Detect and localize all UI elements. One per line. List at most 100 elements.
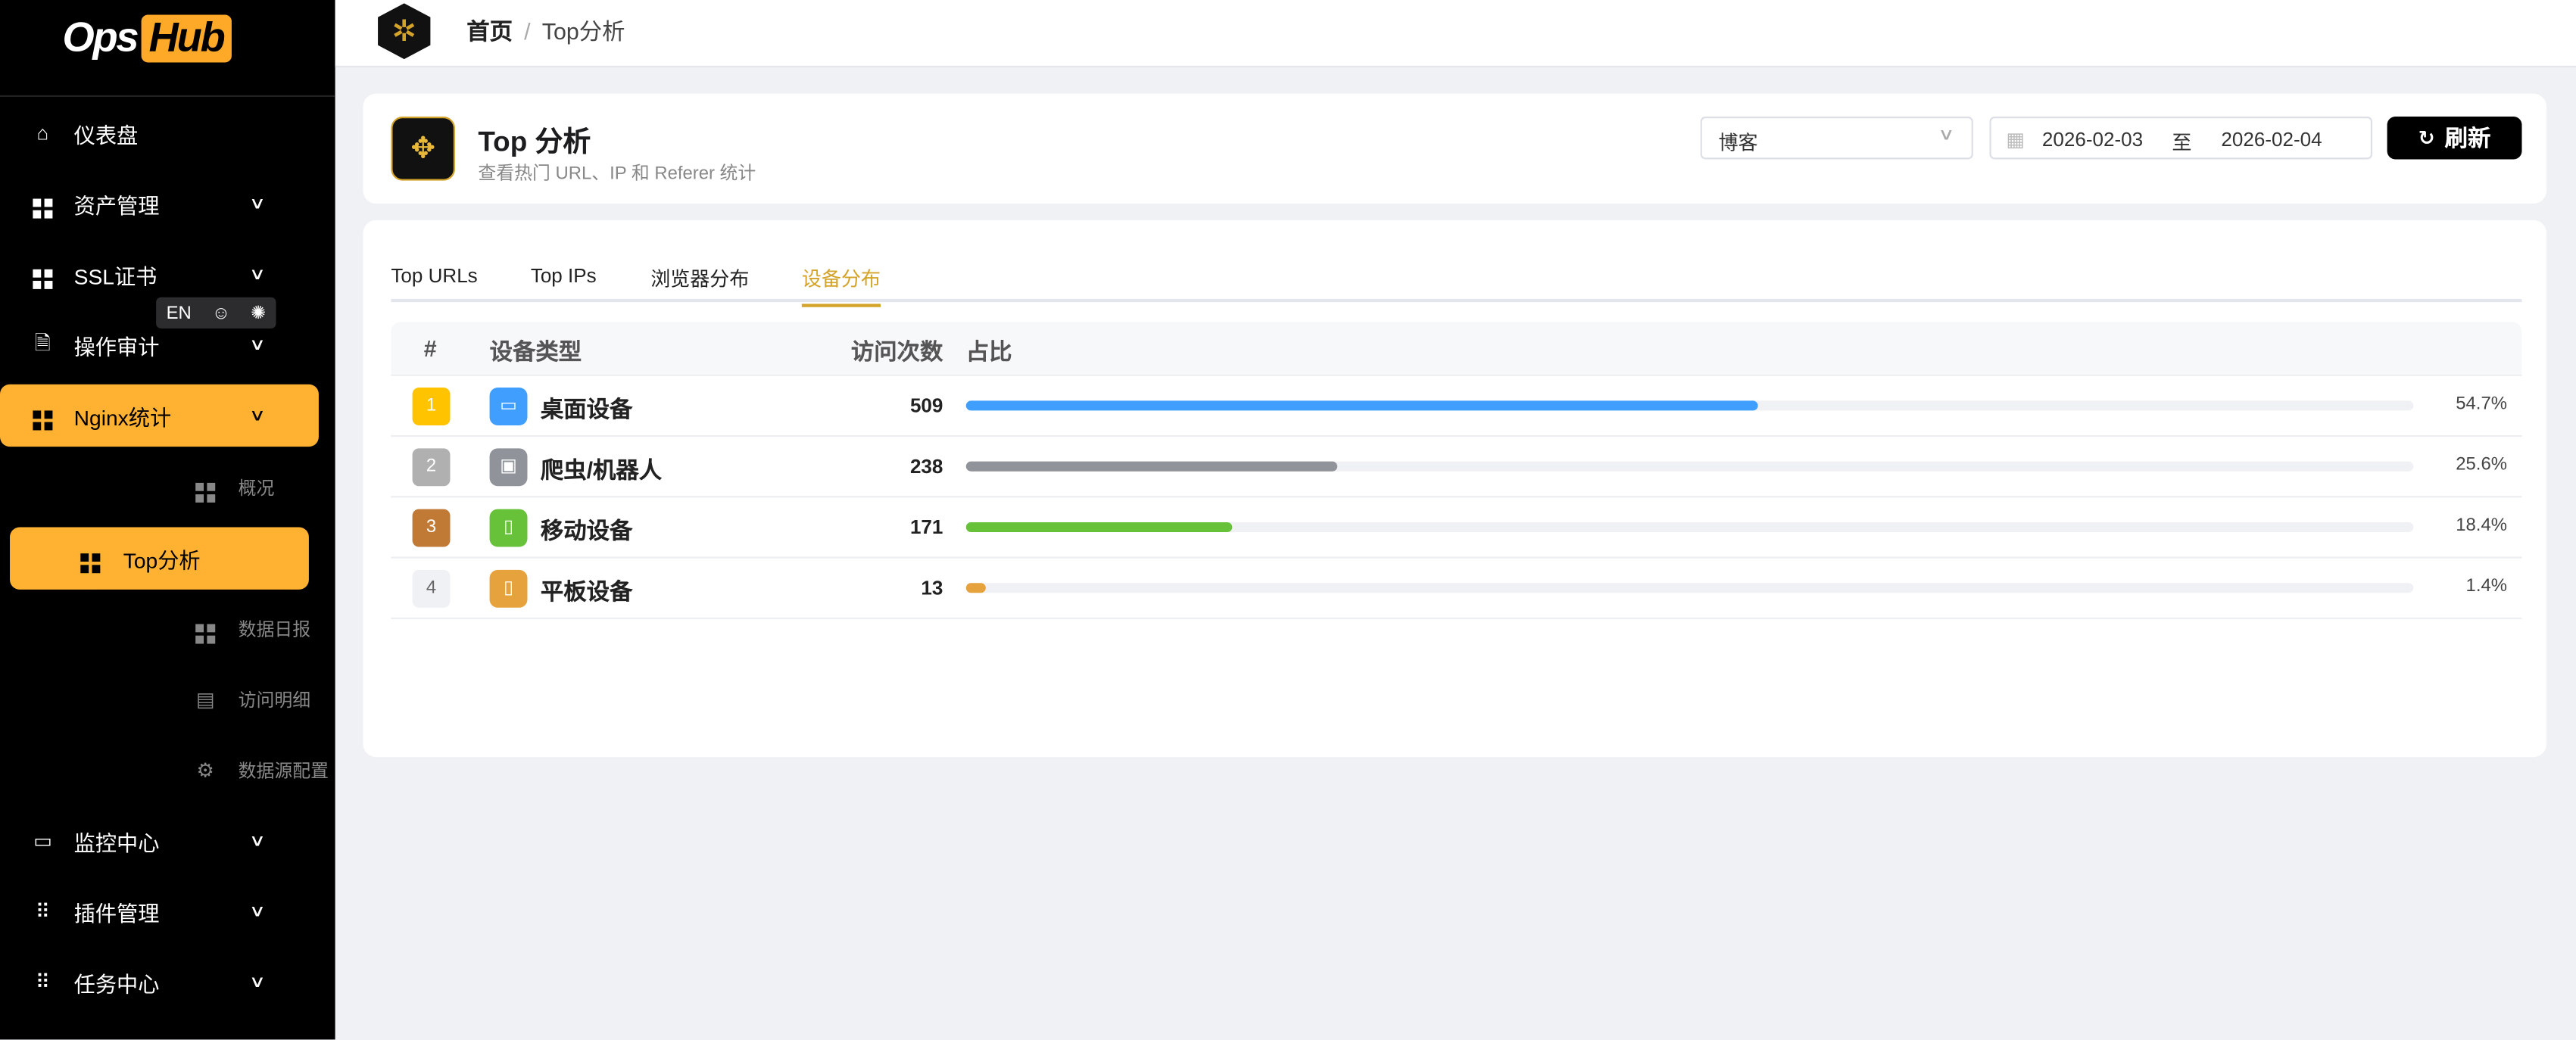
menu-plugins[interactable]: ⠿ 插件管理 ∨ (0, 880, 335, 942)
tab-browser[interactable]: 浏览器分布 (650, 267, 750, 291)
visit-count: 238 (909, 455, 943, 478)
logo-ops: Ops (62, 14, 139, 61)
col-rank: # (423, 335, 437, 362)
col-count: 访问次数 (850, 338, 943, 365)
table-row: 1 ▭ 桌面设备 509 54.7% (391, 376, 2522, 437)
visit-count: 13 (921, 576, 943, 599)
apps-icon: ⠿ (35, 970, 50, 994)
table-row: 4 ▯ 平板设备 13 1.4% (391, 559, 2522, 619)
menu-label: 操作审计 (73, 334, 160, 360)
menu-label: 资产管理 (73, 192, 160, 218)
menu-overview[interactable]: 概况 (115, 456, 451, 518)
grid-icon (79, 543, 101, 574)
menu-monitor[interactable]: ▭ 监控中心 ∨ (0, 810, 335, 872)
menu-label: Top分析 (123, 547, 201, 573)
rank-badge: 4 (412, 569, 451, 608)
calendar-icon: ▦ (2006, 128, 2025, 151)
tab-top-urls[interactable]: Top URLs (391, 264, 478, 288)
menu-tasks[interactable]: ⠿ 任务中心 ∨ (0, 951, 335, 1013)
rank-badge: 2 (412, 448, 451, 487)
home-icon: ⌂ (36, 121, 49, 145)
language-toggle[interactable]: EN (166, 303, 192, 323)
logo-hub: Hub (140, 14, 232, 63)
visit-count: 509 (909, 394, 943, 418)
breadcrumb-home[interactable]: 首页 (466, 17, 513, 45)
grid-icon (194, 473, 217, 503)
menu-daily-report[interactable]: 数据日报 (115, 598, 451, 660)
theme-icon[interactable]: ✺ (251, 304, 267, 324)
chevron-down-icon: ∨ (248, 265, 267, 284)
tab-device[interactable]: 设备分布 (801, 264, 881, 307)
page-subtitle: 查看热门 URL、IP 和 Referer 统计 (478, 163, 756, 185)
document-icon: 🗎 (34, 331, 51, 354)
table-header: # 设备类型 访问次数 占比 (391, 322, 2522, 376)
device-name: 爬虫/机器人 (540, 456, 663, 483)
visit-count: 171 (909, 515, 943, 539)
menu-label: 仪表盘 (73, 122, 139, 148)
breadcrumb: 首页 / Top分析 (466, 17, 625, 45)
page-title: Top 分析 (478, 126, 591, 158)
chevron-down-icon: ∨ (248, 195, 267, 213)
apps-icon: ⠿ (35, 899, 50, 923)
menu-label: 监控中心 (73, 830, 160, 855)
menu-datasource[interactable]: ⚙ 数据源配置 (115, 739, 451, 801)
menu-label: Nginx统计 (73, 404, 172, 430)
chevron-down-icon: ∨ (248, 335, 267, 354)
percent-bar (965, 461, 2414, 472)
breadcrumb-current: Top分析 (541, 17, 625, 45)
stats-card: Top URLs Top IPs 浏览器分布 设备分布 # 设备类型 访问次数 … (363, 220, 2547, 758)
percent-bar-fill (965, 461, 1337, 472)
desktop-icon: ▭ (489, 388, 528, 425)
refresh-button[interactable]: ↻ 刷新 (2387, 117, 2522, 160)
menu-assets[interactable]: 资产管理 ∨ (0, 173, 335, 235)
rank-badge: 3 (412, 509, 451, 547)
tab-top-ips[interactable]: Top IPs (530, 264, 597, 288)
menu-label: SSL证书 (73, 263, 157, 288)
percent-value: 18.4% (2456, 515, 2507, 536)
chevron-down-icon: ∨ (1937, 126, 1954, 145)
menu-label: 访问明细 (238, 691, 311, 711)
monitor-icon: ▭ (33, 829, 52, 853)
grid-icon (31, 260, 54, 289)
menu-access-detail[interactable]: ▤ 访问明细 (115, 668, 451, 730)
menu-label: 数据源配置 (238, 761, 329, 782)
table-row: 3 ▯ 移动设备 171 18.4% (391, 497, 2522, 559)
menu-ssl[interactable]: SSL证书 ∨ (0, 243, 335, 305)
percent-bar-fill (965, 400, 1758, 411)
chevron-down-icon: ∨ (248, 831, 267, 850)
date-end[interactable]: 2026-02-04 (2221, 128, 2322, 151)
percent-bar (965, 583, 2414, 593)
menu-top-analysis[interactable]: Top分析 (10, 527, 309, 590)
device-name: 移动设备 (540, 517, 633, 544)
refresh-label: 刷新 (2444, 124, 2491, 151)
percent-bar (965, 522, 2414, 532)
percent-bar (965, 400, 2414, 411)
site-select[interactable]: 博客 ∨ (1700, 117, 1973, 160)
table-row: 2 ▣ 爬虫/机器人 238 25.6% (391, 437, 2522, 498)
chevron-down-icon: ∨ (248, 973, 267, 992)
date-start[interactable]: 2026-02-03 (2041, 128, 2144, 151)
rank-badge: 1 (412, 388, 451, 425)
date-range-picker[interactable]: ▦ 2026-02-03 至 2026-02-04 (1989, 117, 2373, 160)
device-name: 桌面设备 (540, 395, 633, 422)
move-icon: ✥ (391, 117, 456, 181)
network-logo-icon: ✲ (378, 3, 431, 60)
menu-dashboard[interactable]: ⌂ 仪表盘 (0, 102, 335, 164)
gear-icon: ⚙ (196, 758, 214, 782)
tablet-icon: ▯ (489, 569, 528, 608)
logo: Ops Hub (62, 14, 232, 63)
top-header: ✲ 首页 / Top分析 (335, 0, 2576, 67)
smile-icon[interactable]: ☺ (211, 303, 231, 323)
toolbar-popup: EN ☺ ✺ (156, 297, 276, 329)
site-select-value: 博客 (1718, 131, 1758, 154)
clipboard-icon: ▤ (195, 688, 215, 711)
divider (0, 95, 335, 98)
device-name: 平板设备 (540, 578, 633, 605)
menu-nginx[interactable]: Nginx统计 ∨ (0, 384, 319, 447)
menu-audit[interactable]: 🗎 操作审计 ∨ (0, 313, 335, 375)
grid-icon (31, 400, 54, 431)
tab-bar: Top URLs Top IPs 浏览器分布 设备分布 (391, 261, 2522, 307)
percent-bar-fill (965, 583, 987, 593)
date-separator: 至 (2172, 131, 2192, 154)
menu-label: 插件管理 (73, 901, 160, 926)
